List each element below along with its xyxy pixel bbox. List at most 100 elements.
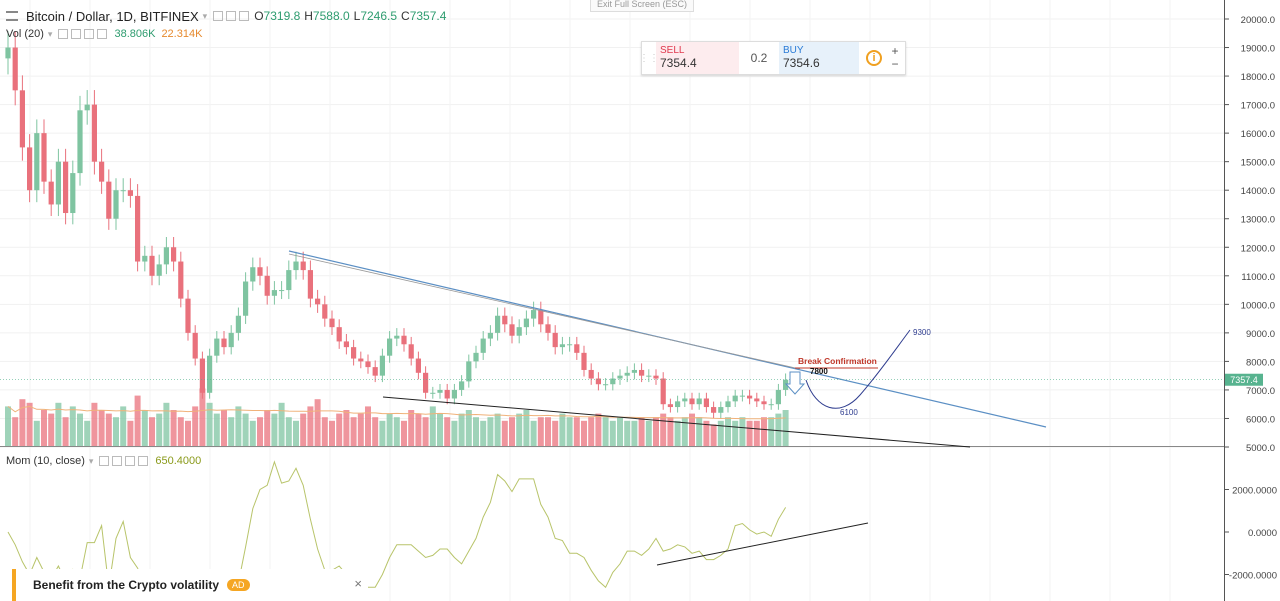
y-tick-label: 5000.0: [1246, 443, 1275, 454]
volume-bar: [199, 388, 206, 446]
settings-icon[interactable]: [112, 456, 123, 466]
symbol-title[interactable]: Bitcoin / Dollar, 1D, BITFINEX: [26, 8, 199, 24]
ad-close-button[interactable]: ×: [354, 576, 362, 591]
close-icon[interactable]: [97, 29, 108, 39]
close-icon[interactable]: [239, 11, 250, 21]
volume-bar: [530, 420, 537, 446]
candle-body: [207, 355, 213, 393]
sell-label: SELL: [660, 45, 685, 56]
ad-text[interactable]: Benefit from the Crypto volatility: [33, 578, 220, 592]
candle-body: [271, 290, 277, 296]
momentum-label[interactable]: Mom (10, close): [6, 455, 85, 467]
volume-bar: [552, 420, 559, 446]
volume-value-2: 22.314K: [161, 28, 203, 40]
volume-bar: [408, 410, 415, 446]
volume-ma-line: [7, 405, 786, 420]
candle-body: [747, 395, 753, 399]
volume-bar: [429, 406, 436, 446]
y-tick-label: 19000.0: [1241, 44, 1275, 55]
volume-bar: [753, 420, 760, 446]
menu-icon[interactable]: [6, 11, 18, 21]
volume-label[interactable]: Vol (20): [6, 28, 44, 40]
volume-bar: [84, 420, 91, 446]
exit-fullscreen-button[interactable]: Exit Full Screen (ESC): [590, 0, 695, 12]
chevron-down-icon[interactable]: ▾: [47, 28, 53, 39]
candle-body: [732, 395, 738, 402]
candle-body: [84, 104, 90, 111]
info-button[interactable]: i: [859, 42, 889, 74]
eye-icon[interactable]: [99, 456, 110, 466]
volume-bar: [674, 420, 681, 446]
candle-body: [696, 398, 702, 405]
candle-body: [588, 369, 594, 379]
candle-body: [502, 315, 508, 325]
y-tick-label: 10000.0: [1241, 300, 1275, 311]
volume-bar: [235, 406, 242, 446]
quantity-stepper[interactable]: + −: [889, 42, 901, 74]
volume-bar: [573, 417, 580, 446]
buy-button[interactable]: BUY 7354.6: [779, 42, 859, 74]
close-icon[interactable]: [138, 456, 149, 466]
candle-body: [286, 270, 292, 291]
volume-bar: [41, 410, 47, 446]
volume-bar: [717, 420, 724, 446]
settings-icon[interactable]: [226, 11, 237, 21]
add-icon[interactable]: [84, 29, 95, 39]
candle-body: [631, 369, 637, 373]
last-price-tag-text: 7357.4: [1230, 375, 1258, 385]
y-tick-label: 20000.0: [1241, 15, 1275, 26]
volume-bar: [689, 413, 695, 446]
eye-icon[interactable]: [58, 29, 69, 39]
sell-button[interactable]: SELL 7354.4: [656, 42, 739, 74]
projection-curve: [805, 329, 911, 409]
candle-body: [300, 261, 306, 271]
volume-bar: [91, 402, 98, 446]
volume-bar: [307, 406, 314, 446]
volume-bar: [343, 410, 350, 446]
volume-bar: [249, 420, 256, 446]
candle-body: [703, 398, 709, 408]
eye-icon[interactable]: [213, 11, 224, 21]
candle-body: [538, 310, 544, 325]
volume-bar: [55, 402, 62, 446]
candle-body: [336, 327, 342, 342]
increase-button[interactable]: +: [891, 44, 899, 58]
candle-body: [603, 384, 609, 386]
candle-body: [451, 389, 457, 399]
momentum-tick-label: -2000.0000: [1229, 571, 1277, 582]
candle-body: [610, 378, 616, 385]
volume-bar: [451, 420, 458, 446]
chevron-down-icon[interactable]: ▾: [88, 455, 94, 466]
ad-banner[interactable]: Benefit from the Crypto volatility AD ×: [12, 569, 368, 601]
volume-bar: [516, 413, 523, 446]
volume-value-1: 38.806K: [114, 28, 156, 40]
volume-bar: [386, 413, 393, 446]
volume-bar: [134, 395, 141, 446]
candle-body: [243, 281, 249, 316]
decrease-button[interactable]: −: [891, 57, 899, 71]
volume-bar: [105, 413, 112, 446]
settings-icon[interactable]: [71, 29, 82, 39]
candle-body: [581, 352, 587, 370]
volume-bar: [336, 413, 343, 446]
momentum-trendline: [656, 522, 869, 566]
candle-body: [250, 267, 256, 282]
candle-body: [178, 261, 184, 299]
volume-bar: [437, 413, 443, 446]
candle-body: [401, 335, 407, 345]
volume-legend: Vol (20) ▾ 38.806K 22.314K: [6, 28, 202, 40]
chevron-down-icon[interactable]: ▾: [202, 10, 208, 21]
add-icon[interactable]: [125, 456, 136, 466]
candle-body: [567, 344, 573, 346]
ohlc-high-value: 7588.0: [312, 9, 350, 23]
candle-body: [279, 290, 285, 292]
momentum-axis: 2000.0000 0.0000 -2000.0000: [1224, 486, 1277, 582]
candle-body: [379, 355, 385, 376]
price-axis: 20000.0 19000.0 18000.0 17000.0 16000.0 15000…: [1224, 15, 1275, 454]
candle-body: [466, 361, 472, 382]
candle-body: [516, 327, 522, 336]
drag-handle-icon[interactable]: ⋮⋮: [639, 52, 659, 64]
candle-body: [41, 133, 47, 182]
volume-bar: [509, 417, 515, 446]
